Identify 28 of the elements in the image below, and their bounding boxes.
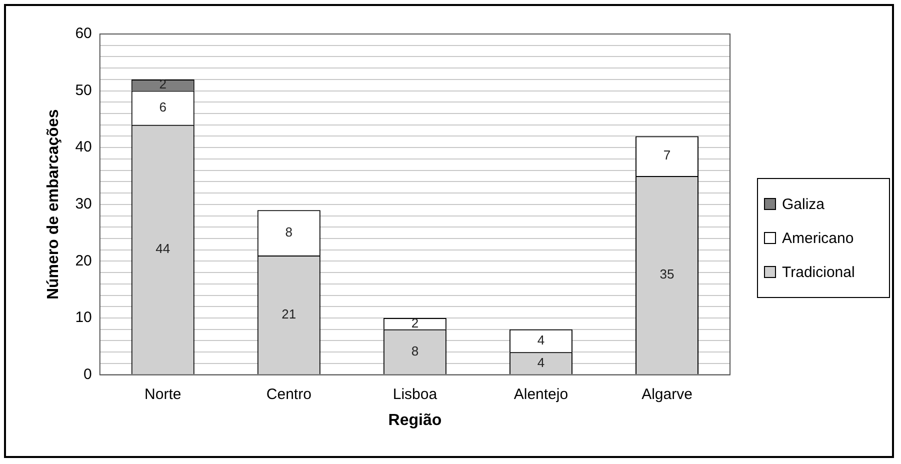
- data-label: 44: [156, 241, 170, 256]
- x-axis-title: Região: [388, 412, 442, 429]
- legend-label: Galiza: [782, 196, 825, 212]
- data-label: 8: [285, 224, 293, 240]
- x-tick-label: Lisboa: [392, 386, 438, 403]
- y-tick-label: 50: [75, 82, 92, 99]
- data-label: 4: [537, 332, 545, 348]
- y-tick-label: 40: [75, 138, 92, 156]
- data-label: 8: [411, 343, 419, 358]
- y-tick-label: 10: [75, 309, 92, 326]
- text: Americano: [782, 230, 854, 246]
- data-label: 35: [660, 266, 674, 282]
- y-tick-label: 0: [84, 366, 92, 383]
- y-tick-label: 20: [75, 252, 92, 270]
- y-tick-label: 30: [75, 196, 92, 213]
- y-axis-title: Número de embarcações: [45, 109, 62, 300]
- data-label: 6: [159, 99, 167, 114]
- data-label: 4: [537, 354, 545, 370]
- legend-label: Tradicional: [782, 264, 855, 280]
- x-tick-label: Norte: [144, 386, 182, 403]
- data-label: 21: [282, 306, 296, 322]
- data-label: 2: [411, 315, 419, 330]
- y-tick-label: 60: [75, 25, 92, 42]
- data-label: 2: [159, 76, 167, 92]
- x-tick-label: Algarve: [642, 386, 692, 403]
- x-tick-label: Alentejo: [514, 386, 568, 403]
- data-label: 7: [663, 148, 671, 163]
- x-tick-label: Centro: [266, 386, 312, 403]
